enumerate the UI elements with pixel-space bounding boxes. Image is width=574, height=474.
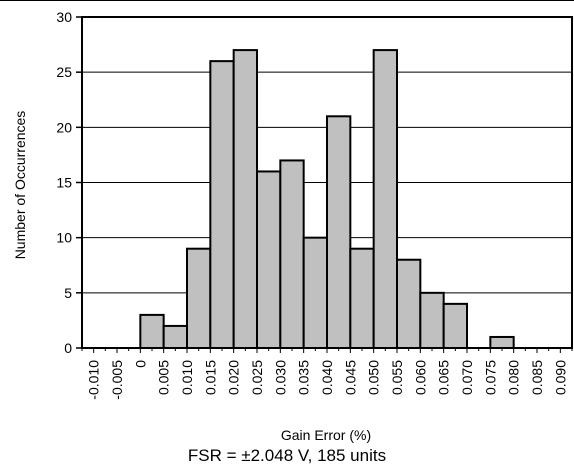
histogram-bar	[186, 247, 212, 349]
histogram-bar	[232, 49, 259, 349]
y-tick-label: 10	[56, 230, 72, 246]
y-axis-label: Number of Occurrences	[12, 110, 28, 260]
y-tick-label: 0	[64, 340, 72, 356]
x-tick-label: 0.065	[436, 360, 452, 395]
x-tick-label: 0.075	[482, 360, 498, 395]
histogram-bar	[162, 324, 189, 349]
y-tick-label: 30	[56, 9, 72, 25]
x-tick-label: 0.050	[366, 360, 382, 395]
histogram-bar	[396, 258, 422, 350]
histogram-bar	[302, 236, 328, 350]
histogram-bar	[489, 335, 515, 350]
y-tick-label: 20	[56, 119, 72, 135]
y-tick-label: 15	[56, 175, 72, 191]
histogram-bar	[139, 313, 165, 349]
x-tick-label: 0.005	[156, 360, 172, 395]
x-tick-label: 0.030	[272, 360, 288, 395]
x-tick-label: 0.010	[179, 360, 195, 395]
x-tick-label: 0.035	[296, 360, 312, 395]
x-axis-label: Gain Error (%)	[280, 427, 372, 443]
histogram-bar	[419, 291, 445, 350]
x-tick-label: 0.020	[226, 360, 242, 395]
histogram-bar	[349, 247, 375, 349]
histogram-bar	[279, 159, 305, 349]
x-tick-label: 0.045	[342, 360, 358, 395]
histogram-bar	[372, 49, 398, 349]
x-tick-label: 0	[132, 360, 148, 368]
histogram-bar	[442, 302, 468, 350]
x-tick-label: 0.090	[552, 360, 568, 395]
x-tick-label: 0.015	[202, 360, 218, 395]
x-tick-label: 0.080	[506, 360, 522, 395]
x-tick-label: 0.070	[459, 360, 475, 395]
histogram-bar	[256, 170, 282, 349]
x-tick-label: -0.005	[109, 360, 125, 400]
x-tick-label: 0.025	[249, 360, 265, 395]
histogram-bar	[326, 115, 352, 349]
chart-caption: FSR = ±2.048 V, 185 units	[187, 446, 387, 465]
x-tick-label: 0.040	[319, 360, 335, 395]
x-tick-label: 0.060	[412, 360, 428, 395]
y-tick-label: 5	[64, 285, 72, 301]
histogram-bar	[209, 60, 235, 350]
y-tick-label: 25	[56, 64, 72, 80]
top-rule	[0, 0, 574, 1]
x-tick-label: 0.085	[529, 360, 545, 395]
x-tick-label: -0.010	[86, 360, 102, 400]
x-tick-label: 0.055	[389, 360, 405, 395]
